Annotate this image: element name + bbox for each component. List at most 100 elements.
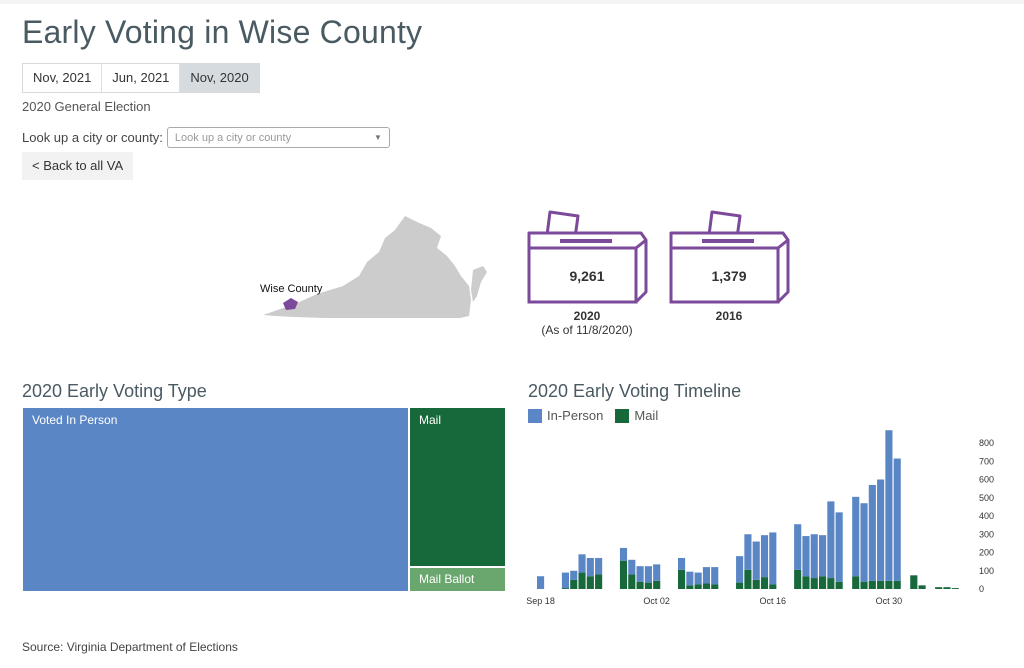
bar-mail-oct-27[interactable] (860, 581, 868, 589)
bar-mail-oct-21[interactable] (810, 578, 818, 589)
legend-item-mail[interactable]: Mail (615, 408, 658, 423)
bar-mail-sep-28[interactable] (619, 560, 628, 589)
y-tick-label: 400 (979, 511, 994, 521)
y-tick-label: 800 (979, 438, 994, 448)
bar-mail-oct-13[interactable] (744, 569, 752, 589)
bar-mail-oct-08[interactable] (702, 583, 711, 589)
legend-swatch-in-person (528, 408, 542, 423)
tab-nov-2021[interactable]: Nov, 2021 (23, 64, 103, 92)
bar-in-person-oct-01[interactable] (644, 566, 652, 583)
bar-in-person-oct-07[interactable] (694, 572, 702, 585)
page-title: Early Voting in Wise County (22, 14, 423, 50)
lookup-select[interactable]: Look up a city or county ▼ (166, 127, 390, 148)
bar-mail-sep-24[interactable] (586, 576, 594, 589)
box-year-2016: 2016 (715, 309, 743, 323)
box-caption-2020: 2020 (As of 11/8/2020) (526, 309, 648, 337)
bar-mail-oct-20[interactable] (802, 576, 810, 589)
bar-in-person-oct-15[interactable] (760, 535, 769, 578)
bar-in-person-oct-06[interactable] (686, 571, 694, 586)
y-tick-label: 100 (979, 566, 994, 576)
treemap-cell-mail[interactable]: Mail (409, 407, 506, 567)
legend-item-in-person[interactable]: In-Person (528, 408, 603, 423)
treemap-cell-mail-ballot[interactable]: Mail Ballot (409, 567, 506, 592)
box-caption-2016: 2016 (668, 309, 790, 323)
bar-in-person-oct-31[interactable] (893, 458, 901, 581)
bar-in-person-sep-18[interactable] (537, 576, 545, 589)
bar-in-person-oct-12[interactable] (736, 556, 744, 583)
tab-jun-2021[interactable]: Jun, 2021 (102, 64, 181, 92)
bar-mail-oct-26[interactable] (852, 576, 860, 589)
bar-mail-oct-16[interactable] (769, 584, 777, 589)
bar-mail-sep-30[interactable] (636, 581, 644, 589)
box-year-2020: 2020 (573, 309, 601, 323)
bar-in-person-sep-21[interactable] (561, 572, 570, 589)
bar-mail-oct-28[interactable] (868, 580, 876, 589)
bar-in-person-oct-29[interactable] (877, 479, 885, 581)
y-tick-label: 300 (979, 529, 994, 539)
bar-in-person-sep-23[interactable] (578, 554, 586, 573)
bar-mail-oct-30[interactable] (885, 580, 893, 589)
bar-mail-oct-12[interactable] (736, 582, 744, 589)
bar-mail-sep-23[interactable] (578, 572, 586, 589)
box-count-2020: 9,261 (569, 268, 605, 284)
bar-mail-oct-02[interactable] (653, 580, 661, 589)
bar-in-person-oct-28[interactable] (868, 484, 876, 581)
x-tick-label: Oct 30 (876, 596, 903, 606)
y-tick-label: 700 (979, 456, 994, 466)
bar-in-person-sep-28[interactable] (619, 547, 628, 561)
tab-nov-2020[interactable]: Nov, 2020 (180, 64, 259, 92)
bar-mail-oct-01[interactable] (644, 582, 652, 589)
bar-mail-sep-22[interactable] (570, 579, 578, 589)
bar-mail-oct-19[interactable] (794, 569, 802, 589)
treemap-cell-in-person[interactable]: Voted In Person (22, 407, 409, 592)
legend-label-in-person: In-Person (547, 408, 604, 423)
back-to-all-va-button[interactable]: < Back to all VA (22, 152, 134, 180)
bar-in-person-sep-22[interactable] (570, 570, 578, 580)
bar-in-person-oct-27[interactable] (860, 503, 868, 582)
bar-in-person-sep-29[interactable] (628, 559, 636, 575)
bar-in-person-sep-24[interactable] (586, 557, 594, 577)
bar-mail-oct-09[interactable] (711, 584, 719, 589)
bar-in-person-oct-30[interactable] (885, 430, 893, 581)
legend-swatch-mail (615, 408, 630, 423)
bar-in-person-oct-02[interactable] (653, 564, 661, 581)
bar-in-person-oct-14[interactable] (752, 541, 760, 580)
bar-in-person-oct-09[interactable] (711, 567, 719, 585)
bar-in-person-sep-30[interactable] (636, 566, 644, 582)
bar-in-person-oct-19[interactable] (794, 524, 802, 570)
bar-in-person-oct-21[interactable] (810, 534, 818, 579)
bar-in-person-oct-08[interactable] (702, 567, 711, 584)
bar-mail-sep-29[interactable] (628, 574, 636, 589)
bar-mail-sep-25[interactable] (595, 574, 603, 589)
bar-mail-nov-03[interactable] (918, 585, 926, 589)
bar-in-person-sep-25[interactable] (595, 557, 603, 575)
bar-mail-oct-14[interactable] (752, 579, 760, 589)
bar-mail-oct-24[interactable] (835, 581, 843, 589)
bar-mail-nov-07[interactable] (951, 588, 959, 589)
bar-in-person-oct-05[interactable] (678, 557, 686, 570)
bar-in-person-oct-20[interactable] (802, 536, 810, 577)
bar-mail-oct-31[interactable] (893, 580, 901, 589)
bar-mail-oct-15[interactable] (760, 577, 769, 589)
bar-mail-oct-05[interactable] (678, 569, 686, 589)
bar-in-person-oct-23[interactable] (827, 501, 835, 579)
bar-mail-oct-22[interactable] (819, 576, 827, 589)
bar-in-person-oct-22[interactable] (819, 535, 827, 577)
bar-mail-nov-02[interactable] (910, 575, 918, 589)
bar-mail-oct-23[interactable] (827, 578, 835, 589)
x-tick-label: Sep 18 (526, 596, 555, 606)
bar-in-person-oct-24[interactable] (835, 512, 843, 582)
bar-mail-nov-05[interactable] (935, 587, 943, 589)
bar-mail-sep-21[interactable] (561, 588, 570, 589)
bar-in-person-oct-13[interactable] (744, 534, 752, 570)
bar-in-person-oct-26[interactable] (852, 496, 860, 577)
bar-in-person-oct-16[interactable] (769, 532, 777, 585)
box-count-2016: 1,379 (711, 268, 747, 284)
y-tick-label: 0 (979, 584, 984, 594)
bar-mail-nov-06[interactable] (943, 587, 951, 589)
bar-mail-oct-07[interactable] (694, 584, 702, 589)
caret-down-icon: ▼ (374, 133, 382, 142)
y-tick-label: 500 (979, 493, 994, 503)
bar-mail-oct-06[interactable] (686, 585, 694, 589)
bar-mail-oct-29[interactable] (877, 580, 885, 589)
